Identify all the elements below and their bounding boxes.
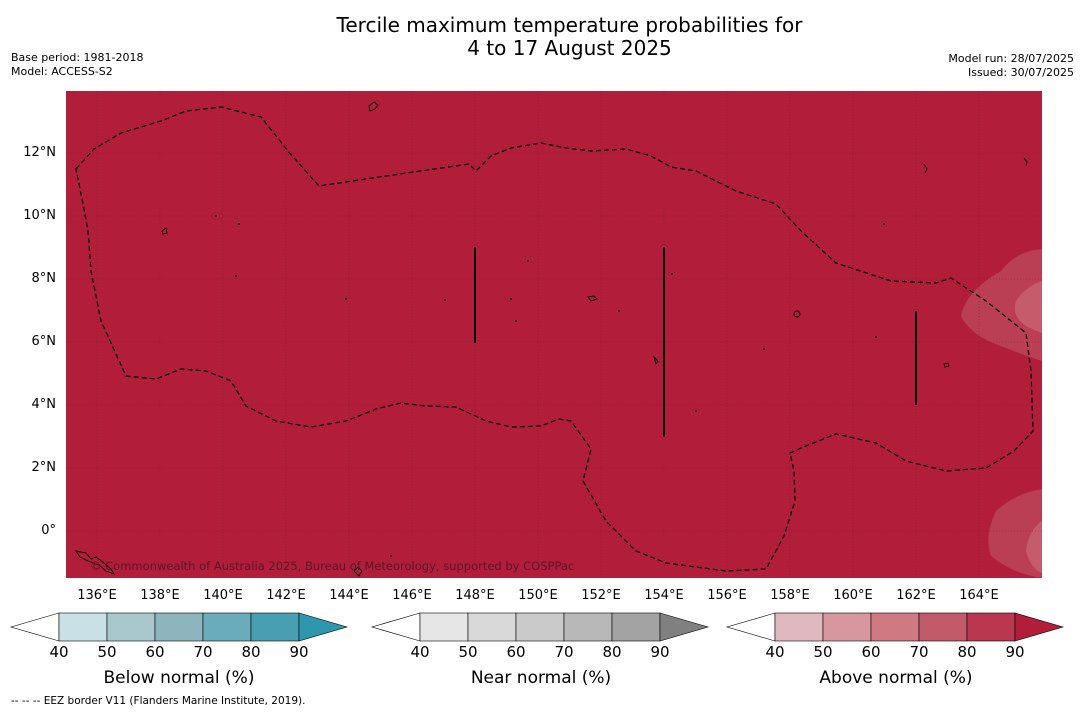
near-normal-segment	[563, 612, 613, 642]
near-normal-segment	[467, 612, 517, 642]
colorbar-tick: 40	[410, 643, 430, 661]
lighter-probability-area-east	[961, 249, 1042, 361]
island-south	[353, 566, 363, 577]
island-north	[368, 101, 379, 112]
colorbar-tick: 50	[813, 643, 833, 661]
base-period-text: Base period: 1981-2018	[11, 51, 144, 64]
model-text: Model: ACCESS-S2	[11, 65, 113, 78]
near-normal-upper-arrow	[659, 612, 710, 642]
colorbar-tick: 80	[241, 643, 261, 661]
colorbar-title: Below normal (%)	[103, 668, 255, 688]
lat-label: 2°N	[31, 460, 57, 475]
colorbar-tick: 40	[765, 643, 785, 661]
copyright-text: © Commonwealth of Australia 2025, Bureau…	[90, 559, 575, 573]
model-run-text: Model run: 28/07/2025	[948, 52, 1074, 65]
above-normal-segment	[822, 612, 872, 642]
island-west	[161, 227, 168, 235]
near-normal-segment	[419, 612, 469, 642]
colorbar-tick: 60	[861, 643, 881, 661]
below-normal-segment	[58, 612, 108, 642]
island-small-1	[653, 355, 659, 366]
colorbar-tick: 80	[602, 643, 622, 661]
lon-label: 164°E	[959, 588, 999, 603]
below-normal-upper-arrow	[298, 612, 349, 642]
lon-label: 160°E	[833, 588, 873, 603]
issued-text: Issued: 30/07/2025	[967, 66, 1074, 79]
island-sw	[75, 550, 116, 575]
atoll-dots	[215, 215, 885, 557]
below-normal-lower-arrow	[9, 612, 60, 642]
islands	[75, 101, 1028, 577]
island-kosrae	[943, 362, 950, 368]
below-normal-segment	[250, 612, 300, 642]
lat-label: 4°N	[31, 397, 57, 412]
lon-label: 146°E	[392, 588, 432, 603]
colorbar-tick: 90	[1005, 643, 1025, 661]
lon-label: 148°E	[455, 588, 495, 603]
lon-label: 156°E	[707, 588, 747, 603]
lon-label: 138°E	[140, 588, 180, 603]
eez-footnote: -- -- -- EEZ border V11 (Flanders Marine…	[11, 695, 306, 707]
meta-right: Model run: 28/07/2025 Issued: 30/07/2025	[948, 52, 1074, 80]
below-normal-segment	[202, 612, 252, 642]
island-chuuk	[587, 295, 598, 302]
lon-label: 162°E	[896, 588, 936, 603]
near-normal-segment	[515, 612, 565, 642]
colorbar-tick: 70	[554, 643, 574, 661]
colorbar-graphics	[9, 612, 1065, 642]
colorbar-tick: 90	[289, 643, 309, 661]
near-normal-lower-arrow	[370, 612, 421, 642]
colorbar-tick: 70	[193, 643, 213, 661]
lon-label: 144°E	[329, 588, 369, 603]
island-pohnpei	[793, 310, 801, 318]
map-panel	[66, 91, 1042, 578]
lon-label: 158°E	[770, 588, 810, 603]
lat-label: 10°N	[23, 208, 56, 223]
colorbar-title: Above normal (%)	[819, 668, 973, 688]
lon-label: 142°E	[266, 588, 306, 603]
above-normal-segment	[870, 612, 920, 642]
above-normal-segment	[918, 612, 968, 642]
lighter-probability-area-east-inner	[1014, 281, 1042, 333]
below-normal-segment	[154, 612, 204, 642]
colorbar-tick: 60	[506, 643, 526, 661]
meta-left: Base period: 1981-2018 Model: ACCESS-S2	[11, 51, 143, 79]
lon-label: 140°E	[203, 588, 243, 603]
lat-label: 12°N	[23, 145, 56, 160]
above-normal-segment	[966, 612, 1016, 642]
lat-label: 8°N	[31, 271, 57, 286]
lon-label: 152°E	[581, 588, 621, 603]
lon-label: 136°E	[77, 588, 117, 603]
island-ne-2	[923, 163, 928, 174]
colorbar-tick: 50	[97, 643, 117, 661]
map-svg	[66, 91, 1042, 578]
above-normal-fill	[66, 91, 1042, 578]
lon-label: 154°E	[644, 588, 684, 603]
eez-border	[75, 106, 1034, 572]
lat-label: 0°	[41, 523, 56, 538]
title-line-2: 4 to 17 August 2025	[467, 36, 672, 60]
map-title: Tercile maximum temperature probabilitie…	[0, 14, 1085, 60]
colorbar-tick: 50	[458, 643, 478, 661]
colorbar-tick: 80	[957, 643, 977, 661]
above-normal-lower-arrow	[725, 612, 776, 642]
colorbar-tick: 60	[145, 643, 165, 661]
above-normal-upper-arrow	[1014, 612, 1065, 642]
colorbar-title: Near normal (%)	[470, 668, 612, 688]
near-normal-segment	[611, 612, 661, 642]
above-normal-segment	[774, 612, 824, 642]
colorbar-tick: 90	[650, 643, 670, 661]
title-line-1: Tercile maximum temperature probabilitie…	[336, 13, 803, 37]
lighter-probability-area-southeast-inner	[1026, 521, 1042, 573]
colorbar-tick: 70	[909, 643, 929, 661]
lat-label: 6°N	[31, 334, 57, 349]
lon-label: 150°E	[518, 588, 558, 603]
island-ne	[1023, 157, 1028, 167]
colorbar-tick: 40	[49, 643, 69, 661]
below-normal-segment	[106, 612, 156, 642]
